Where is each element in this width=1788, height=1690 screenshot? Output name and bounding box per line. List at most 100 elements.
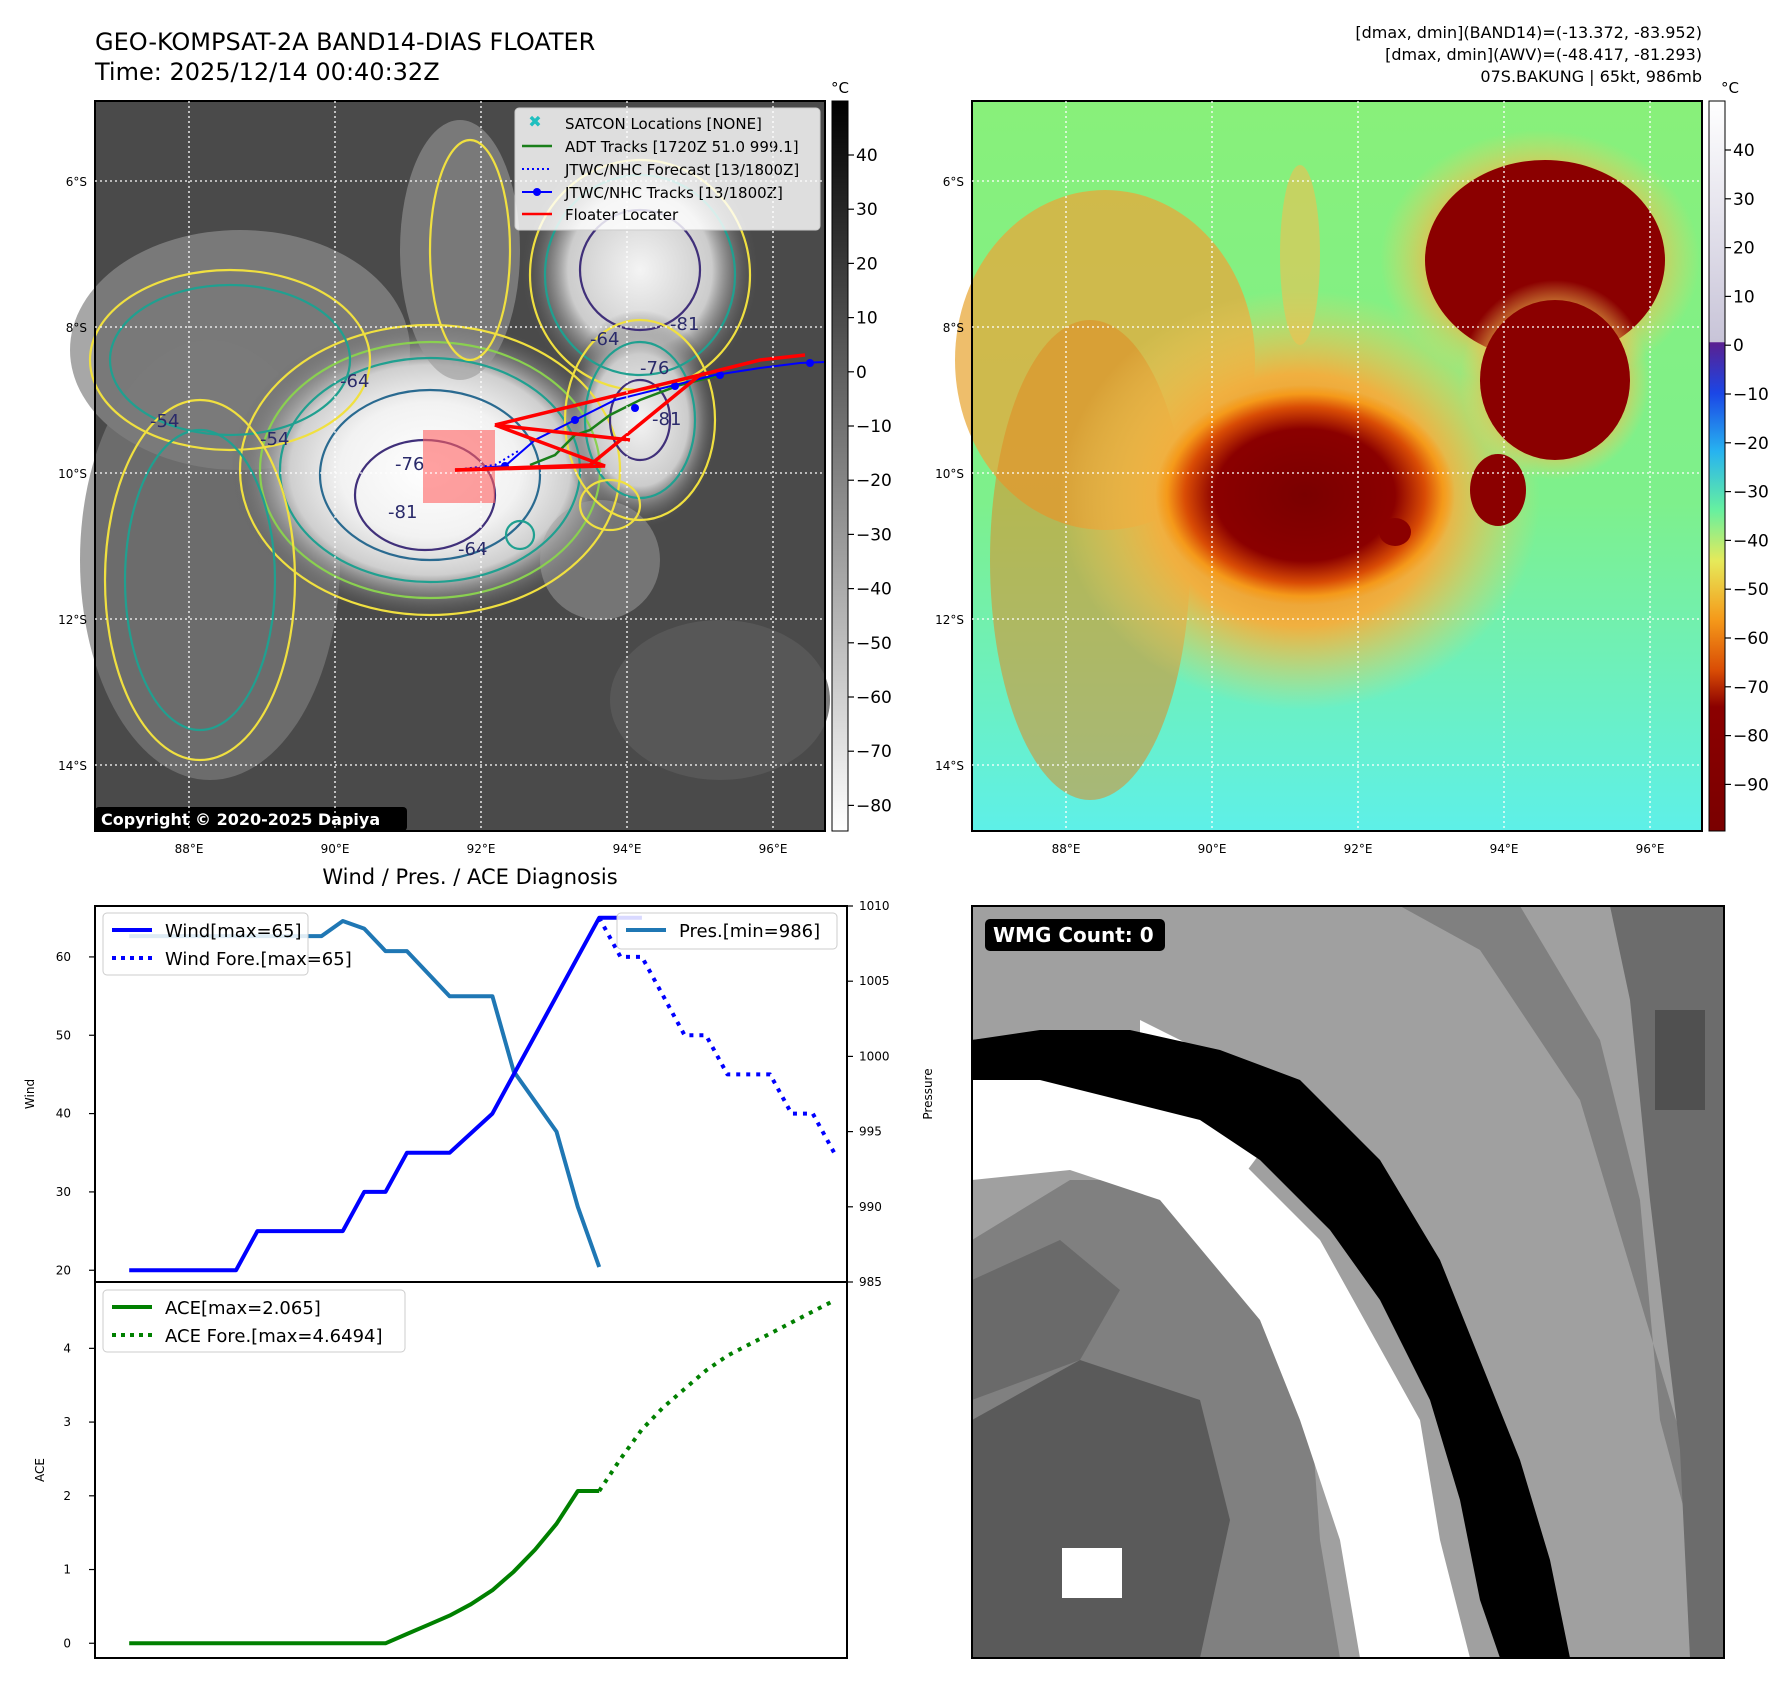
legend-track: JTWC/NHC Tracks [13/1800Z] [564,184,783,202]
figure-time: Time: 2025/12/14 00:40:32Z [94,58,440,86]
svg-text:-81: -81 [670,314,699,335]
ir-colorbar-tick-label: −50 [856,634,892,654]
color-colorbar-tick-label: 0 [1733,336,1744,356]
svg-text:-81: -81 [652,409,681,430]
svg-text:-81: -81 [388,502,417,523]
legend-floater: Floater Locater [565,206,679,224]
ir-colorbar-tick-label: 40 [856,146,878,166]
lon-label: 90°E [321,842,350,856]
color-map-panel [955,100,1703,832]
pressure-tick-label: 990 [859,1200,882,1214]
wind-tick-label: 30 [56,1185,71,1199]
copyright-text: Copyright © 2020-2025 Dapiya [101,810,380,829]
map-gridlines: 6°S 8°S 10°S 12°S 14°S 88°E 90°E 92°E 94°E 96°E 6°… [58,101,1702,856]
lat-label: 14°S [935,759,964,773]
color-colorbar-tick-label: 20 [1733,239,1755,259]
lat-label: 6°S [66,175,87,189]
lat-label: 14°S [58,759,87,773]
floater-track [454,353,806,472]
ace-series [129,1489,600,1646]
lat-label: 8°S [943,321,964,335]
ir-colorbar-tick-label: −40 [856,580,892,600]
ir-colorbar-tick-label: −70 [856,742,892,762]
ir-colorbar-gradient [831,100,849,832]
legend-wind-fore-label: Wind Fore.[max=65] [165,949,352,970]
ace-axis-label: ACE [33,1458,47,1482]
lon-label: 96°E [759,842,788,856]
diagnosis-panel: Wind / Pres. / ACE Diagnosis Wind Pressu… [23,865,935,1659]
legend-wind-label: Wind[max=65] [165,921,302,942]
svg-text:-64: -64 [340,371,369,392]
lat-label: 10°S [935,467,964,481]
color-colorbar-gradient [1708,100,1726,832]
band14-stats: [dmax, dmin](BAND14)=(-13.372, -83.952) [1355,23,1702,42]
svg-text:-64: -64 [590,329,619,350]
pressure-axis-label: Pressure [921,1068,935,1119]
ir-colorbar-tick-label: 0 [856,363,867,383]
ace-tick-label: 2 [63,1489,71,1503]
diagnosis-ticks: 60 50 40 30 20 1010 1005 1000 995 990 985 4 3 2 1 0 [56,899,890,1650]
ir-colorbar-tick-label: 30 [856,200,878,220]
ir-colorbar-tick-label: −20 [856,471,892,491]
wind-legend: Wind[max=65] Wind Fore.[max=65] [102,912,352,976]
color-colorbar-tick-label: −90 [1733,775,1769,795]
color-colorbar-tick-label: −80 [1733,727,1769,747]
wmg-count-label: WMG Count: 0 [993,923,1154,947]
ir-colorbar-tick-label: −80 [856,796,892,816]
pressure-series [129,919,602,1268]
color-colorbar-tick-label: 10 [1733,287,1755,307]
color-colorbar-tick-label: −50 [1733,580,1769,600]
wmg-frame [971,905,1725,1659]
svg-text:-76: -76 [640,358,669,379]
pressure-tick-label: 1010 [859,899,890,913]
storm-info: 07S.BAKUNG | 65kt, 986mb [1480,67,1702,86]
ir-colorbar-tick-label: −60 [856,688,892,708]
pressure-tick-label: 1005 [859,974,890,988]
legend-ace-fore-label: ACE Fore.[max=4.6494] [165,1326,383,1347]
lon-label: 88°E [1052,842,1081,856]
lat-label: 12°S [58,613,87,627]
color-colorbar-unit: °C [1721,79,1739,97]
copyright-badge: Copyright © 2020-2025 Dapiya [95,807,407,831]
lon-label: 92°E [1344,842,1373,856]
svg-text:-76: -76 [395,454,424,475]
ir-map-panel: -54 -64 -76 -81 -64 -76 -81 -54 -64 -81 [70,100,830,832]
wind-tick-label: 50 [56,1028,71,1042]
figure-title: GEO-KOMPSAT-2A BAND14-DIAS FLOATER [95,28,595,56]
pressure-tick-label: 1000 [859,1049,890,1063]
color-colorbar-tick-label: −30 [1733,483,1769,503]
diagnosis-title: Wind / Pres. / ACE Diagnosis [322,865,617,889]
lon-label: 94°E [613,842,642,856]
wind-forecast-series [597,916,836,1154]
wind-tick-label: 40 [56,1107,71,1121]
diagnosis-lines [129,915,836,1646]
color-colorbar-tick-label: −10 [1733,385,1769,405]
color-colorbar-tick-label: −70 [1733,678,1769,698]
ir-colorbar-ticks: 40 30 20 10 0 −10 −20 −30 −40 −50 −60 −70 −80 [848,146,892,816]
color-colorbar-tick-label: −60 [1733,629,1769,649]
wmg-eyewall [972,1030,1570,1658]
ir-contours [88,138,752,762]
ir-colorbar: °C 40 30 20 10 0 −10 −20 −30 −40 −50 −60 −70 −80 [831,79,892,832]
color-colorbar-tick-label: −40 [1733,531,1769,551]
ace-tick-label: 4 [63,1341,71,1355]
lon-label: 96°E [1636,842,1665,856]
wind-series [129,915,642,1273]
lon-label: 88°E [175,842,204,856]
ace-tick-label: 3 [63,1415,71,1429]
ir-colorbar-unit: °C [831,79,849,97]
legend-satcon: SATCON Locations [NONE] [565,115,762,133]
color-colorbar-tick-label: −20 [1733,434,1769,454]
legend-forecast: JTWC/NHC Forecast [13/1800Z] [564,161,799,179]
wind-axis-label: Wind [23,1079,37,1109]
pressure-tick-label: 985 [859,1275,882,1289]
lon-label: 92°E [467,842,496,856]
wind-tick-label: 20 [56,1263,71,1277]
pressure-tick-label: 995 [859,1125,882,1139]
lon-label: 90°E [1198,842,1227,856]
ir-colorbar-tick-label: −30 [856,525,892,545]
ace-tick-label: 1 [63,1563,71,1577]
legend-satcon-marker: ✖ [528,112,541,131]
floater-box [423,430,495,503]
